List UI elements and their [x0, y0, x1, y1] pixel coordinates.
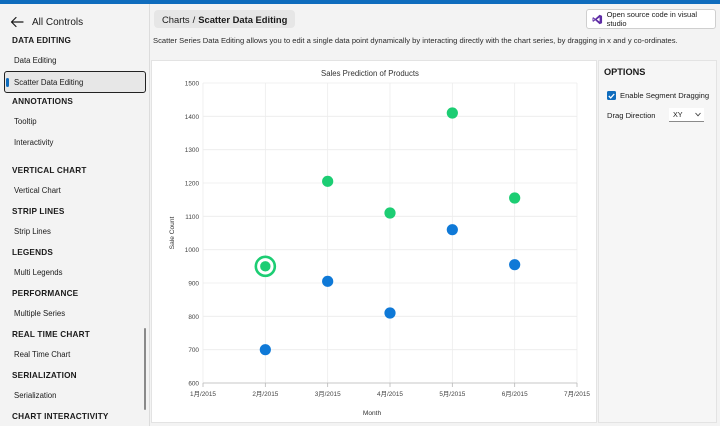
scatter-point[interactable] [509, 192, 521, 204]
segment-dragging-checkbox-row[interactable]: Enable Segment Dragging [607, 91, 709, 100]
sidebar-item-real-time-chart[interactable]: Real Time Chart [14, 350, 70, 359]
sidebar-item-tooltip[interactable]: Tooltip [14, 117, 37, 126]
breadcrumb-current: Scatter Data Editing [198, 13, 288, 25]
y-tick-label: 600 [188, 381, 199, 388]
segment-dragging-checkbox[interactable] [607, 91, 616, 100]
nav-section-header: REAL TIME CHART [12, 330, 90, 339]
nav-section-header: STRIP LINES [12, 207, 65, 216]
scatter-point[interactable] [259, 344, 271, 356]
nav-section-header: CHART INTERACTIVITY [12, 412, 109, 421]
sidebar-item-data-editing[interactable]: Data Editing [14, 56, 56, 65]
x-tick-label: 4月/2015 [377, 390, 403, 398]
nav-section-header: DATA EDITING [12, 36, 72, 45]
y-tick-label: 1200 [185, 181, 200, 188]
window-top-accent [0, 0, 720, 4]
nav-section-header: ANNOTATIONS [12, 97, 74, 106]
sidebar-item-serialization[interactable]: Serialization [14, 391, 56, 400]
x-tick-label: 5月/2015 [439, 390, 465, 398]
chevron-down-icon [695, 112, 701, 117]
scatter-chart[interactable]: 600 700 800 900 1000 1100 1200 1300 1400 1500 1月/2… [152, 61, 598, 424]
breadcrumb-root[interactable]: Charts [162, 13, 190, 25]
sidebar-item-scatter-data-editing[interactable]: Scatter Data Editing [4, 71, 146, 93]
open-source-code-label: Open source code in visual studio [606, 10, 698, 28]
scatter-point[interactable] [509, 259, 521, 271]
y-axis-title: Sale Count [169, 217, 176, 250]
breadcrumb: Charts / Scatter Data Editing [154, 10, 296, 28]
sidebar-item-label: Multiple Series [14, 309, 66, 318]
sidebar-item-vertical-chart[interactable]: Vertical Chart [14, 186, 61, 195]
sidebar-item-label: Data Editing [14, 56, 57, 65]
y-tick-label: 1500 [185, 81, 200, 88]
back-to-all-controls-button[interactable]: All Controls [10, 12, 83, 32]
scatter-point[interactable] [322, 175, 334, 187]
drag-direction-label: Drag Direction [607, 111, 656, 120]
x-tick-label: 2月/2015 [252, 390, 278, 398]
sidebar-item-label: Serialization [14, 391, 57, 400]
sidebar-item-label: Interactivity [14, 138, 54, 147]
breadcrumb-separator: / [192, 13, 196, 25]
segment-dragging-label: Enable Segment Dragging [620, 91, 710, 100]
sidebar: All Controls DATA EDITING Data Editing Sca… [0, 4, 150, 426]
nav-section-header: SERIALIZATION [12, 371, 77, 380]
scatter-point[interactable] [384, 307, 396, 319]
drag-direction-select[interactable]: XY [669, 108, 704, 122]
y-tick-label: 1300 [185, 147, 200, 154]
scatter-point-selected[interactable] [260, 261, 271, 272]
x-tick-label: 6月/2015 [502, 390, 528, 398]
y-tick-label: 1000 [185, 247, 200, 254]
sidebar-item-interactivity[interactable]: Interactivity [14, 138, 53, 147]
options-title: OPTIONS [604, 67, 646, 77]
nav-section-header: VERTICAL CHART [12, 166, 87, 175]
x-tick-label: 3月/2015 [315, 390, 341, 398]
y-tick-label: 900 [188, 281, 199, 288]
page-description: Scatter Series Data Editing allows you t… [153, 36, 678, 45]
sidebar-item-label: Vertical Chart [14, 186, 61, 195]
sidebar-item-strip-lines[interactable]: Strip Lines [14, 227, 51, 236]
visual-studio-icon [592, 14, 603, 24]
scatter-point[interactable] [446, 107, 458, 119]
x-tick-label: 7月/2015 [564, 390, 590, 398]
checkmark-icon [608, 93, 615, 99]
drag-direction-value: XY [673, 110, 683, 119]
scatter-point[interactable] [384, 207, 396, 219]
nav-section-header: LEGENDS [12, 248, 53, 257]
back-label: All Controls [32, 16, 84, 28]
y-tick-label: 700 [188, 347, 199, 354]
arrow-left-icon [10, 16, 24, 28]
y-tick-label: 1100 [185, 214, 199, 221]
options-panel: OPTIONS Enable Segment Dragging Drag Dir… [598, 60, 717, 423]
sidebar-item-multiple-series[interactable]: Multiple Series [14, 309, 65, 318]
x-axis-title: Month [363, 410, 382, 417]
scatter-point[interactable] [446, 224, 458, 236]
nav-section-header: PERFORMANCE [12, 289, 79, 298]
chart-panel: 600 700 800 900 1000 1100 1200 1300 1400 1500 1月/2… [151, 60, 597, 423]
chart-title: Sales Prediction of Products [321, 69, 419, 78]
sidebar-item-label: Scatter Data Editing [14, 77, 84, 87]
y-tick-label: 800 [188, 314, 199, 321]
x-tick-label: 1月/2015 [190, 390, 216, 398]
y-tick-label: 1400 [185, 114, 200, 121]
sidebar-item-label: Real Time Chart [14, 350, 71, 359]
open-source-code-button[interactable]: Open source code in visual studio [586, 9, 716, 29]
sidebar-item-label: Multi Legends [14, 268, 63, 277]
sidebar-item-label: Strip Lines [14, 227, 51, 236]
sidebar-item-label: Tooltip [14, 117, 37, 126]
sidebar-scrollbar[interactable] [144, 328, 146, 410]
sidebar-item-multi-legends[interactable]: Multi Legends [14, 268, 63, 277]
scatter-point[interactable] [322, 275, 334, 287]
